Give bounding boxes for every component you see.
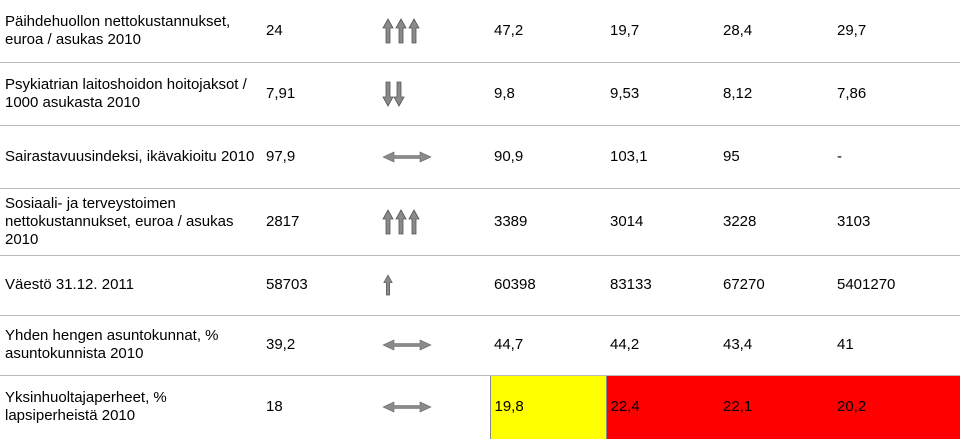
table-cell: 60398 [490,255,606,316]
trend-icon [382,209,420,234]
trend-icon [382,339,432,351]
table-cell: 44,7 [490,315,606,376]
table-cell: 41 [833,315,960,376]
table-cell: 22,4 [606,375,719,439]
table-row: Päihdehuollon nettokustannukset, euroa /… [0,0,960,63]
table-cell: 44,2 [606,315,719,376]
table-cell: 7,91 [262,62,380,126]
table-cell: 83133 [606,255,719,316]
trend-cell [380,315,490,376]
table-cell: 20,2 [833,375,960,439]
table-cell: 58703 [262,255,380,316]
trend-cell [380,255,490,316]
table-cell: 43,4 [719,315,833,376]
trend-icon [382,401,432,413]
table-row: Psykiatrian laitoshoidon hoitojaksot / 1… [0,62,960,126]
trend-cell [380,125,490,189]
table-cell: 8,12 [719,62,833,126]
table-cell: 18 [266,398,283,416]
table-cell: Sairastavuusindeksi, ikävakioitu 2010 [0,125,262,189]
table-cell: 7,86 [833,62,960,126]
table-cell: 103,1 [606,125,719,189]
table-cell: 3389 [490,188,606,256]
table-cell: Yhden hengen asuntokunnat, % asuntokunni… [0,315,262,376]
table-cell: Väestö 31.12. 2011 [0,255,262,316]
table-cell: 28,4 [719,0,833,63]
table-cell: 9,53 [606,62,719,126]
table-cell: 3014 [606,188,719,256]
table-cell: 95 [719,125,833,189]
table-cell: 90,9 [490,125,606,189]
table-cell: 22,1 [719,375,833,439]
trend-icon [383,274,393,296]
table-cell: 19,7 [606,0,719,63]
table-cell: 5401270 [833,255,960,316]
table-cell: Päihdehuollon nettokustannukset, euroa /… [0,0,262,63]
trend-icon [382,151,432,162]
table-cell: 39,2 [262,315,380,376]
table-cell: Yksinhuoltajaperheet, % lapsiperheistä 2… [5,389,167,425]
table-row: Yksinhuoltajaperheet, % lapsiperheistä 2… [0,375,960,439]
table-row: Sairastavuusindeksi, ikävakioitu 2010 97,… [0,125,960,189]
table-cell: 29,7 [833,0,960,63]
table-cell: Sosiaali- ja terveystoimen nettokustannu… [0,188,262,256]
trend-cell [380,188,490,256]
table-cell: - [833,125,960,189]
table-cell: 3103 [833,188,960,256]
trend-cell [380,0,490,63]
table-row: Yhden hengen asuntokunnat, % asuntokunni… [0,315,960,376]
trend-cell [380,375,490,439]
table-cell: 24 [262,0,380,63]
table-cell: 67270 [719,255,833,316]
trend-icon [382,81,405,106]
table-cell: 2817 [262,188,380,256]
table-cell: 9,8 [490,62,606,126]
table-cell: 47,2 [490,0,606,63]
trend-cell [380,62,490,126]
table-cell: Psykiatrian laitoshoidon hoitojaksot / 1… [0,62,262,126]
table-cell: 19,8 [489,375,607,439]
table-row: Väestö 31.12. 2011 58703 60398 83133 67270 54… [0,255,960,316]
table-row: Sosiaali- ja terveystoimen nettokustannu… [0,188,960,256]
table-cell: 3228 [719,188,833,256]
table-cell: 97,9 [262,125,380,189]
trend-icon [382,18,420,44]
